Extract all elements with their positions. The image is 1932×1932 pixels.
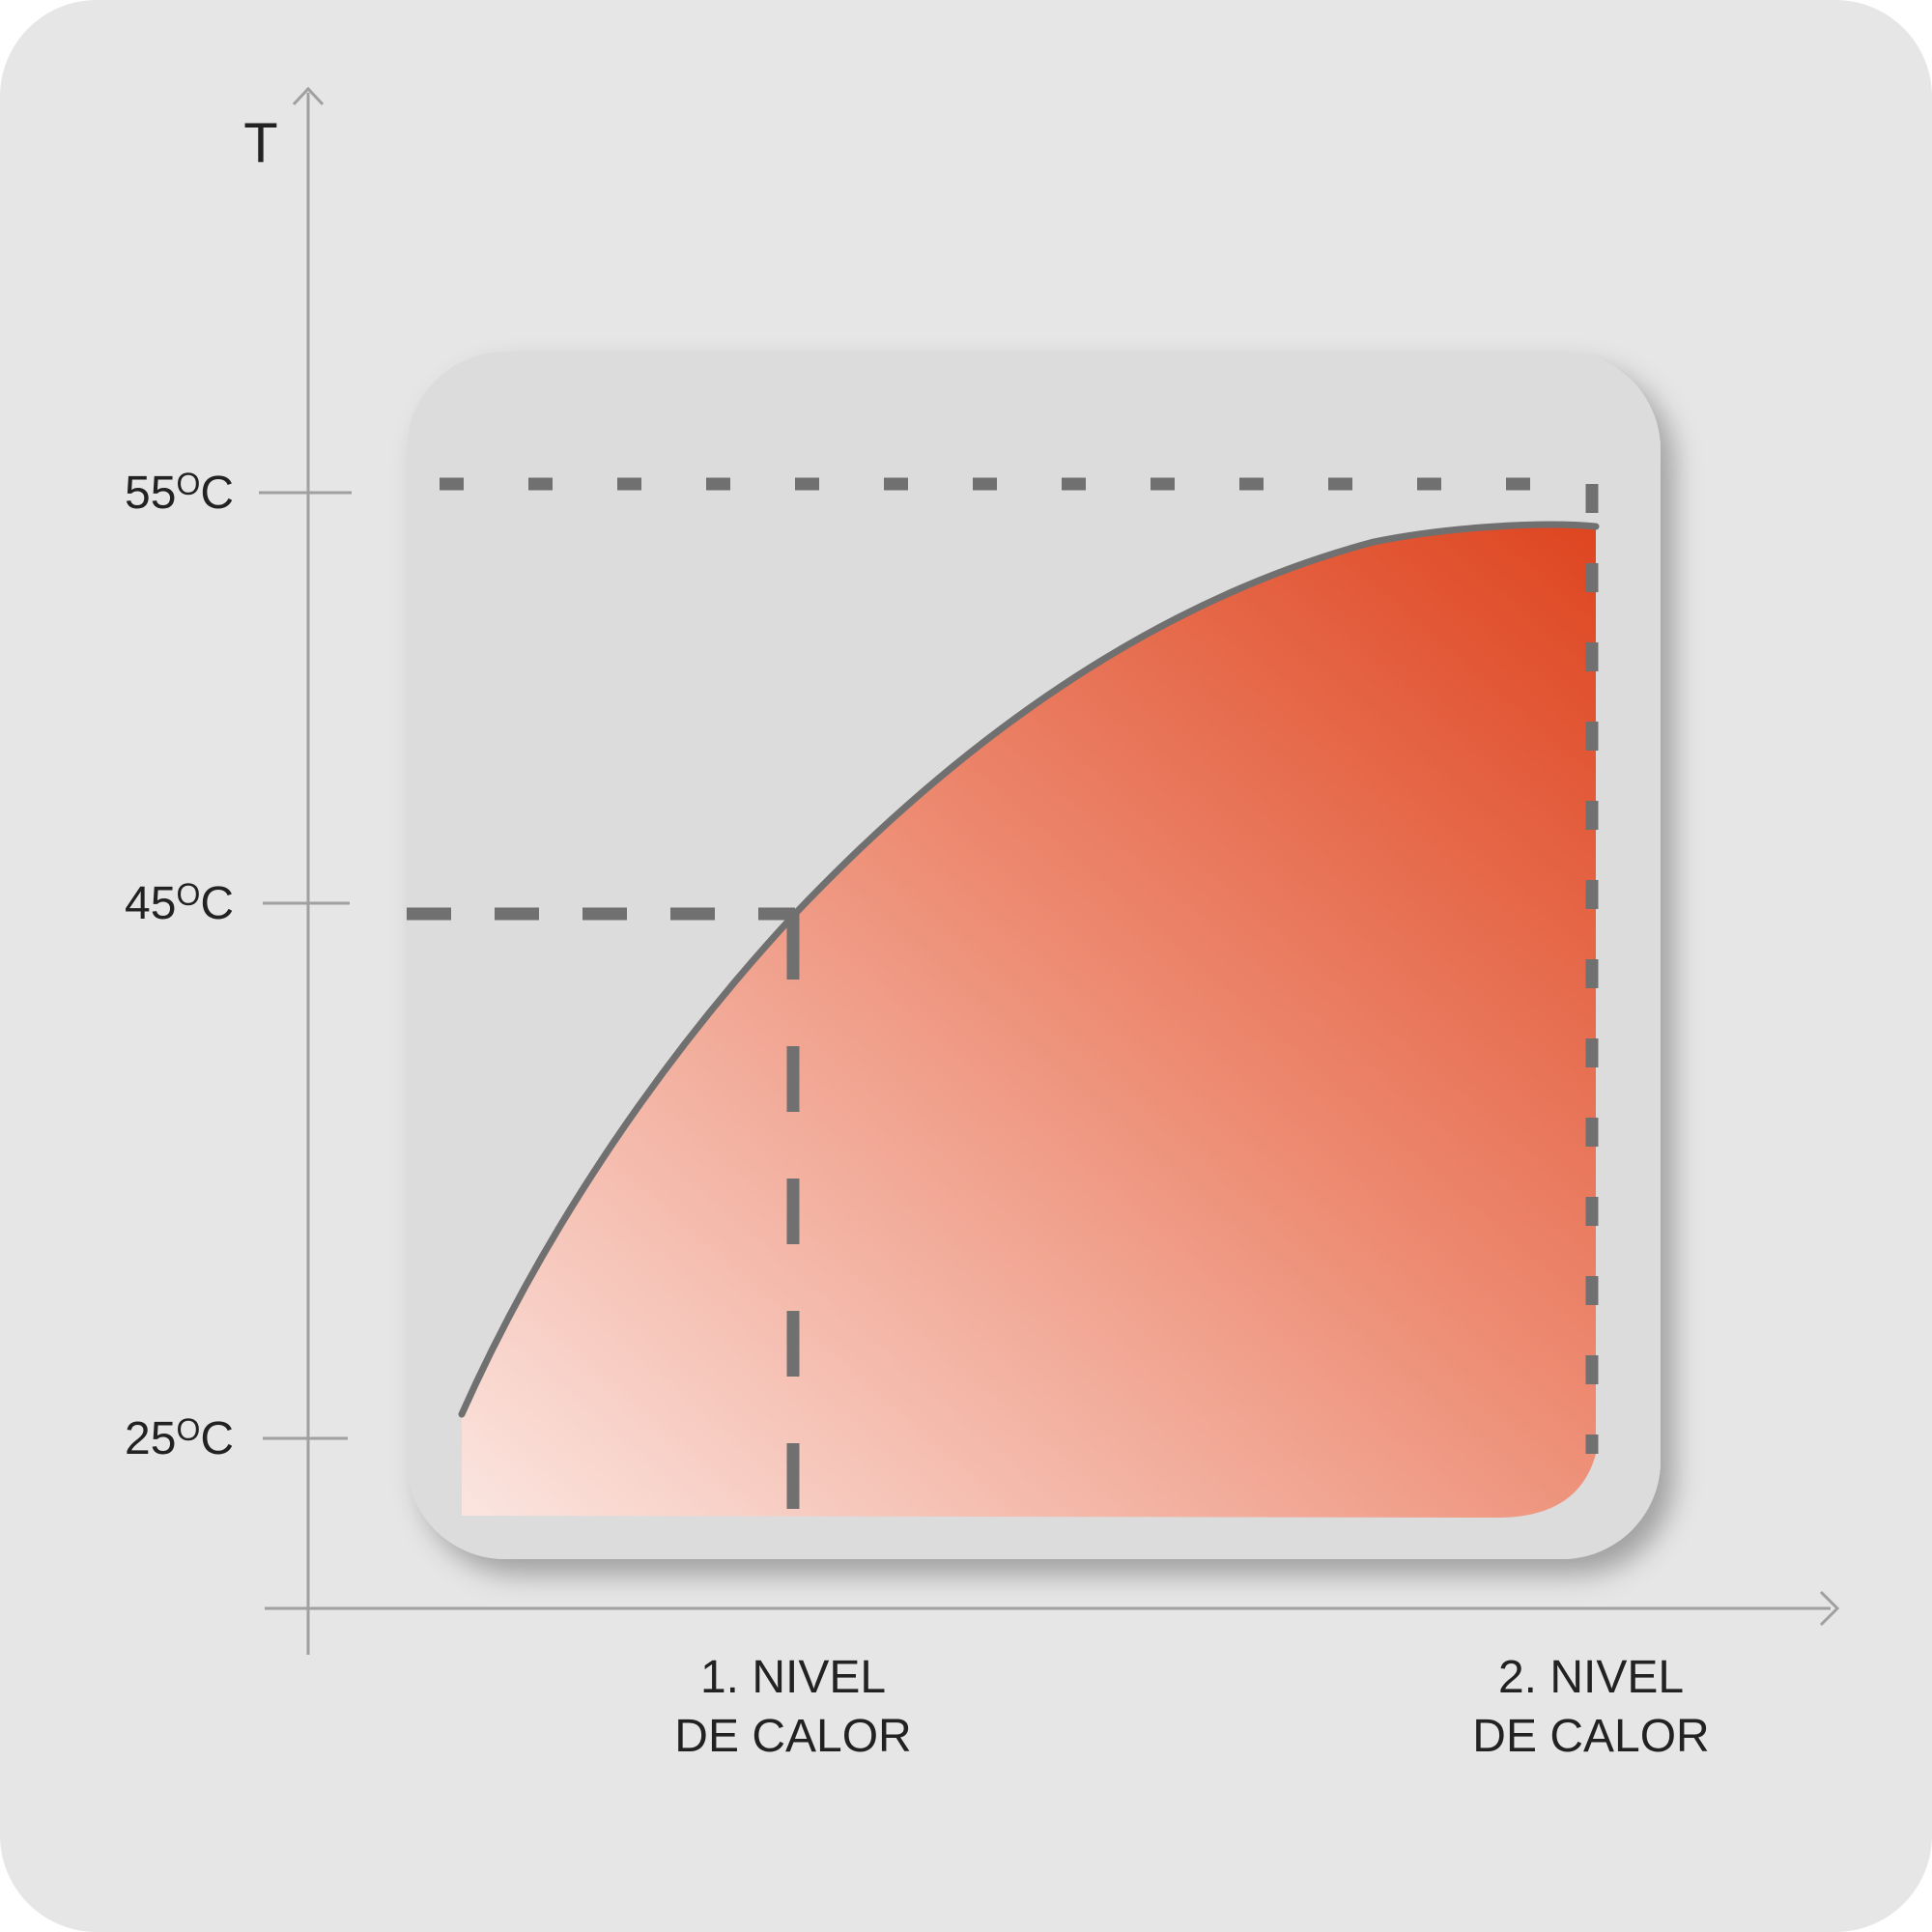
x-labels: 1. NIVEL DE CALOR 2. NIVEL DE CALOR (674, 1652, 1709, 1762)
x-label-line: 2. NIVEL (1498, 1652, 1684, 1703)
x-arrow (1819, 1590, 1840, 1627)
label-unit: C (200, 878, 234, 929)
x-label-line: DE CALOR (674, 1711, 911, 1762)
y-label: 45OC (125, 877, 234, 929)
y-labels: 55OC 45OC 25OC (125, 467, 234, 1464)
y-arrow (292, 86, 325, 106)
guides (407, 477, 1599, 1513)
heat-curve (458, 521, 1600, 1418)
label-number: 55 (125, 468, 176, 519)
x-label-line: 1. NIVEL (700, 1652, 886, 1703)
axes (259, 86, 1840, 1655)
x-label-line: DE CALOR (1472, 1711, 1709, 1762)
heat-area (462, 525, 1596, 1518)
axis-label: T (243, 112, 277, 175)
label-unit: C (200, 468, 234, 519)
label-number: 25 (125, 1413, 176, 1464)
y-label: 55OC (125, 467, 234, 519)
y-label: 25OC (125, 1412, 234, 1464)
label-degree: O (176, 1412, 200, 1447)
label-unit: C (200, 1413, 234, 1464)
label-degree: O (176, 877, 200, 912)
label-degree: O (176, 467, 200, 501)
label-number: 45 (125, 878, 176, 929)
